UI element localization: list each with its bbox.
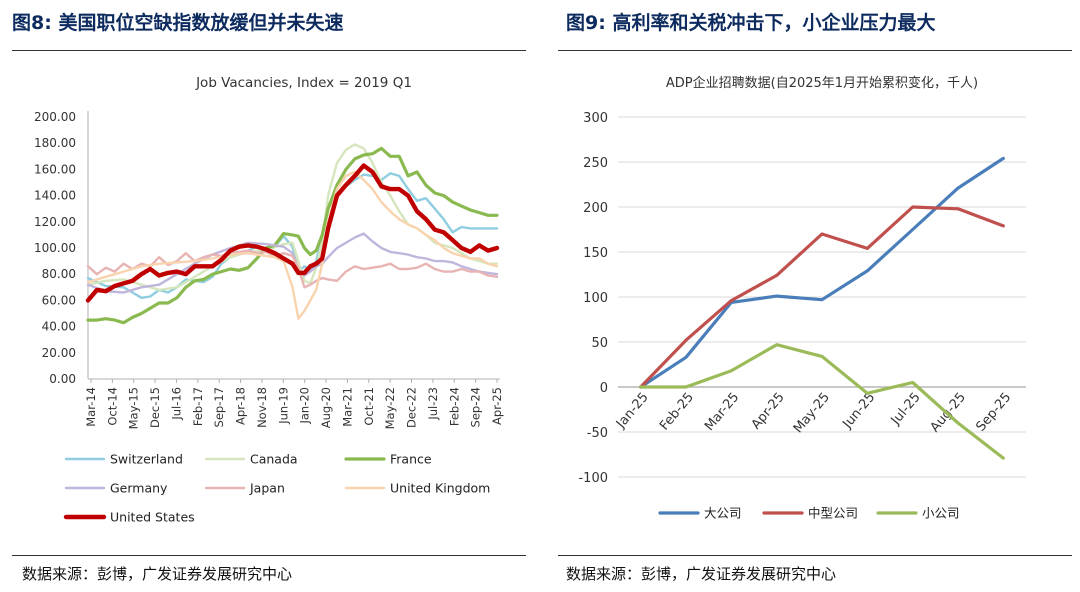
x-tick-label: Apr-25 bbox=[749, 390, 788, 433]
legend-label: 大公司 bbox=[704, 506, 742, 521]
x-tick-label: Jan-20 bbox=[298, 387, 312, 425]
x-tick-label: Dec-22 bbox=[405, 387, 419, 428]
y-tick-label: 100.00 bbox=[34, 241, 76, 255]
figure-9-title: 图9: 高利率和关税冲击下，小企业压力最大 bbox=[566, 8, 935, 35]
figure-9-panel: 图9: 高利率和关税冲击下，小企业压力最大 ADP企业招聘数据(自2025年1月… bbox=[552, 0, 1080, 592]
legend-label: 小公司 bbox=[922, 506, 960, 521]
y-tick-label: 0.00 bbox=[49, 372, 76, 386]
x-tick-label: Jan-25 bbox=[613, 390, 652, 432]
figure-8-panel: 图8: 美国职位空缺指数放缓但并未失速 Job Vacancies, Index… bbox=[12, 8, 526, 583]
legend-label: United States bbox=[110, 510, 195, 525]
series-line-france bbox=[86, 146, 499, 325]
x-tick-label: Sep-25 bbox=[973, 390, 1014, 435]
figure-9-top-rule bbox=[558, 50, 1072, 51]
adp-hiring-chart: ADP企业招聘数据(自2025年1月开始累积变化，千人) -100 -50 0 50 10… bbox=[578, 75, 1026, 521]
legend-label: Germany bbox=[110, 481, 168, 496]
figure-8-top-rule bbox=[12, 50, 526, 51]
x-tick-label: Mar-25 bbox=[702, 390, 742, 434]
x-tick-label: Mar-14 bbox=[84, 387, 98, 427]
series-line-united-states bbox=[85, 163, 500, 303]
x-tick-label: Sep-24 bbox=[469, 387, 483, 427]
x-tick-label: Apr-25 bbox=[490, 387, 504, 425]
figure-9-source: 数据来源：彭博，广发证券发展研究中心 bbox=[566, 565, 837, 583]
x-tick-label: Jun-19 bbox=[276, 387, 290, 425]
chart-title: ADP企业招聘数据(自2025年1月开始累积变化，千人) bbox=[666, 75, 978, 91]
y-tick-label: 100 bbox=[583, 291, 608, 306]
x-tick-label: May-25 bbox=[791, 390, 833, 436]
x-tick-label: Oct-14 bbox=[105, 387, 119, 426]
legend-label: Switzerland bbox=[110, 452, 183, 467]
y-tick-label: 140.00 bbox=[34, 189, 76, 203]
y-tick-label: 200 bbox=[583, 201, 608, 216]
x-tick-label: Dec-15 bbox=[148, 387, 162, 428]
x-tick-label: Feb-24 bbox=[447, 387, 461, 426]
series-line-中型公司 bbox=[639, 205, 1005, 389]
x-tick-label: Jul-16 bbox=[169, 387, 183, 421]
y-tick-label: 60.00 bbox=[42, 293, 76, 307]
figure-9-number: 图9: bbox=[566, 12, 606, 34]
y-tick-label: 180.00 bbox=[34, 136, 76, 150]
y-tick-label: 160.00 bbox=[34, 162, 76, 176]
y-tick-label: 0 bbox=[600, 381, 608, 396]
legend-label: United Kingdom bbox=[390, 481, 490, 496]
job-vacancies-chart: Job Vacancies, Index = 2019 Q1 0.00 20.00 4… bbox=[34, 75, 504, 525]
legend-label: Japan bbox=[249, 481, 285, 496]
y-tick-label: 120.00 bbox=[34, 215, 76, 229]
y-tick-label: 250 bbox=[583, 156, 608, 171]
figure-8-source: 数据来源：彭博，广发证券发展研究中心 bbox=[22, 565, 293, 583]
series-line-canada bbox=[86, 143, 499, 292]
x-tick-label: Feb-17 bbox=[191, 387, 205, 426]
y-tick-label: -100 bbox=[578, 471, 608, 486]
x-tick-label: Nov-18 bbox=[255, 387, 269, 428]
series-line-小公司 bbox=[639, 343, 1005, 460]
y-tick-label: -50 bbox=[587, 426, 608, 441]
figure-8-number: 图8: bbox=[12, 12, 52, 34]
x-tick-label: Jun-25 bbox=[840, 390, 879, 432]
figure-8-heading: 美国职位空缺指数放缓但并未失速 bbox=[58, 12, 344, 34]
y-tick-label: 50 bbox=[591, 336, 608, 351]
series-line-大公司 bbox=[639, 156, 1005, 389]
legend-label: France bbox=[390, 452, 432, 467]
x-tick-label: Mar-21 bbox=[340, 387, 354, 427]
y-tick-label: 200.00 bbox=[34, 110, 76, 124]
y-tick-label: 20.00 bbox=[42, 346, 76, 360]
x-tick-label: Apr-18 bbox=[234, 387, 248, 425]
legend-label: Canada bbox=[250, 452, 298, 467]
figure-8-bottom-rule bbox=[12, 555, 526, 556]
y-tick-label: 40.00 bbox=[42, 320, 76, 334]
series-line-japan bbox=[86, 249, 499, 289]
x-tick-label: Aug-20 bbox=[319, 387, 333, 428]
figure-9-heading: 高利率和关税冲击下，小企业压力最大 bbox=[612, 12, 936, 34]
series-line-germany bbox=[86, 232, 499, 294]
x-tick-label: May-22 bbox=[383, 387, 397, 429]
y-tick-label: 80.00 bbox=[42, 267, 76, 281]
series-line-switzerland bbox=[86, 172, 499, 300]
y-tick-label: 300 bbox=[583, 111, 608, 126]
y-tick-label: 150 bbox=[583, 246, 608, 261]
figure-8-title: 图8: 美国职位空缺指数放缓但并未失速 bbox=[12, 8, 343, 35]
x-tick-label: Sep-17 bbox=[212, 387, 226, 427]
x-tick-label: Jul-25 bbox=[888, 390, 924, 429]
x-tick-label: Feb-25 bbox=[657, 390, 697, 434]
legend-label: 中型公司 bbox=[808, 506, 858, 521]
figure-9-bottom-rule bbox=[558, 555, 1072, 556]
chart-title: Job Vacancies, Index = 2019 Q1 bbox=[195, 75, 412, 91]
x-tick-label: Jul-23 bbox=[426, 387, 440, 421]
x-tick-label: Oct-21 bbox=[362, 387, 376, 426]
x-tick-label: May-15 bbox=[127, 387, 141, 429]
